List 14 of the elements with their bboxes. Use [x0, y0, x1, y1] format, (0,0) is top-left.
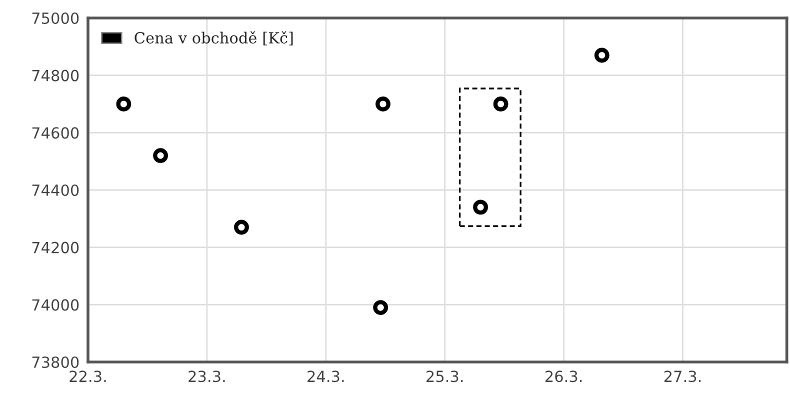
y-tick-label: 74400: [32, 184, 79, 196]
y-tick-label: 74000: [32, 299, 79, 311]
x-tick-label: 22.3.: [70, 370, 106, 382]
x-tick-label: 26.3.: [545, 370, 582, 382]
y-tick-label: 73800: [32, 356, 79, 368]
x-tick-label: 27.3.: [664, 370, 701, 382]
x-tick-label: 23.3.: [188, 370, 225, 382]
y-tick-label: 74200: [32, 242, 79, 254]
y-tick-label: 75000: [32, 12, 79, 24]
y-tick-label: 74800: [32, 70, 79, 82]
x-tick-label: 24.3.: [308, 370, 344, 382]
y-tick-label: 74600: [32, 127, 79, 139]
x-tick-label: 25.3.: [426, 370, 463, 382]
legend-label: Cena v obchodě [Kč]: [134, 31, 293, 46]
